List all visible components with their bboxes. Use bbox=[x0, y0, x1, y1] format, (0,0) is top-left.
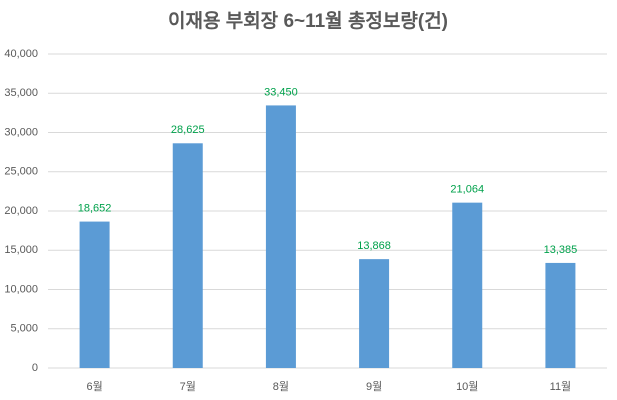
x-tick-label: 6월 bbox=[86, 380, 102, 393]
bar bbox=[359, 259, 390, 368]
bar bbox=[79, 221, 110, 368]
value-label: 33,450 bbox=[264, 86, 298, 98]
x-tick-label: 11월 bbox=[550, 380, 572, 393]
x-tick-label: 10월 bbox=[456, 380, 478, 393]
y-tick-label: 35,000 bbox=[4, 87, 38, 99]
bar bbox=[545, 262, 576, 368]
y-tick-label: 40,000 bbox=[4, 48, 38, 60]
value-label: 13,385 bbox=[544, 244, 578, 256]
y-tick-label: 20,000 bbox=[4, 205, 38, 217]
value-label: 13,868 bbox=[357, 240, 391, 252]
bar bbox=[172, 143, 203, 368]
y-tick-label: 30,000 bbox=[4, 126, 38, 138]
y-tick-label: 10,000 bbox=[4, 283, 38, 295]
y-tick-label: 5,000 bbox=[10, 323, 38, 335]
value-label: 28,625 bbox=[171, 124, 205, 136]
y-tick-label: 25,000 bbox=[4, 166, 38, 178]
bar bbox=[265, 105, 296, 368]
chart-title: 이재용 부회장 6~11월 총정보량(건) bbox=[168, 10, 448, 32]
value-label: 18,652 bbox=[78, 202, 112, 214]
y-tick-label: 15,000 bbox=[4, 244, 38, 256]
x-tick-label: 9월 bbox=[366, 380, 382, 393]
x-tick-label: 8월 bbox=[273, 380, 289, 393]
y-tick-label: 0 bbox=[32, 362, 38, 374]
value-label: 21,064 bbox=[450, 184, 484, 196]
bar bbox=[452, 202, 483, 368]
x-tick-label: 7월 bbox=[180, 380, 196, 393]
